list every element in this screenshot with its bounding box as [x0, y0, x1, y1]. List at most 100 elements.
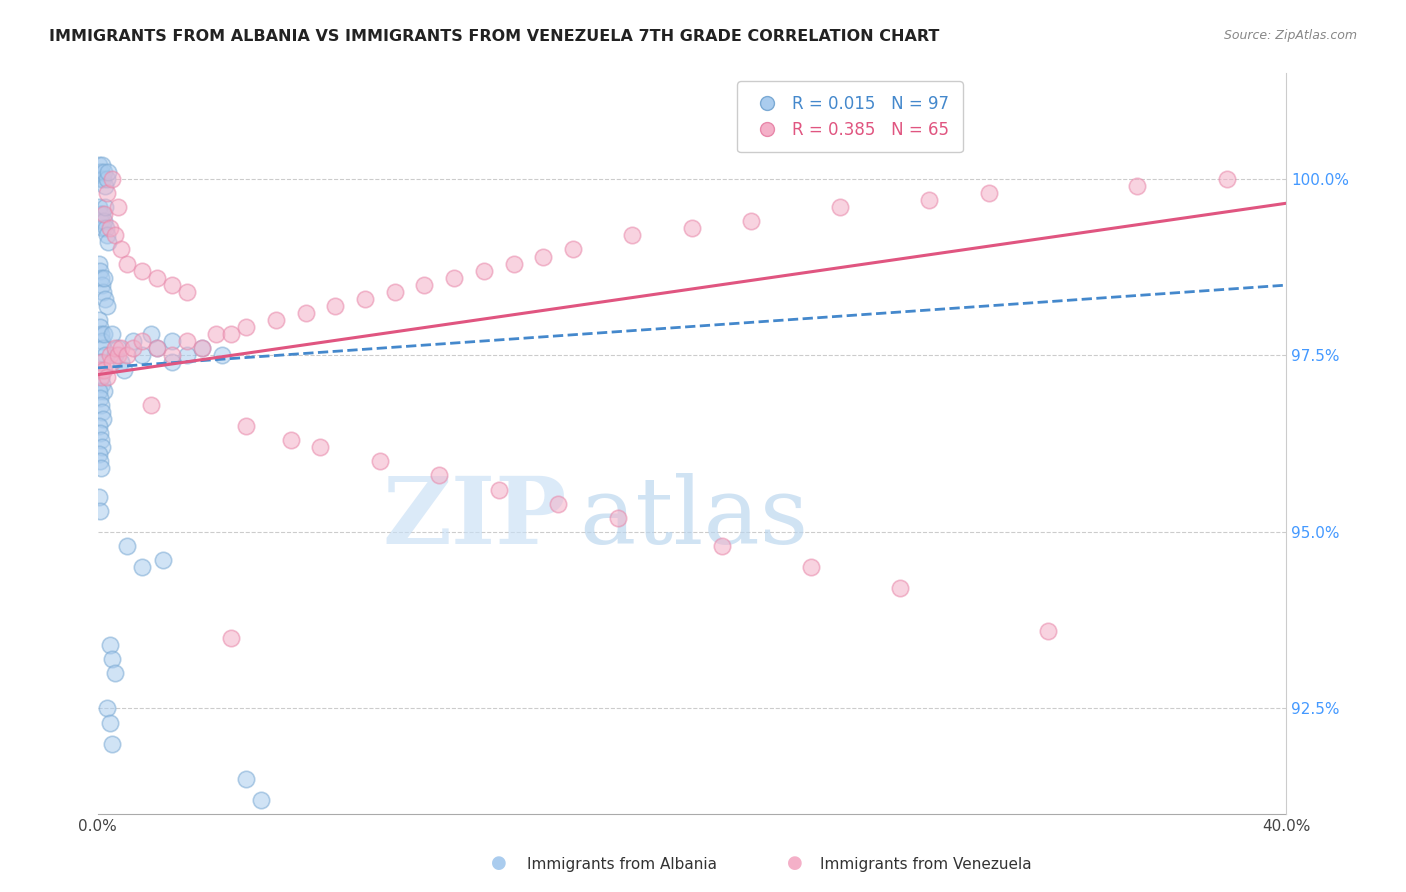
Point: [90, 398, 112, 412]
Point: [93, 214, 115, 228]
Point: [89, 490, 111, 504]
Point: [384, 285, 406, 299]
Point: [122, 334, 145, 349]
Point: [89, 419, 111, 434]
Point: [146, 342, 169, 356]
Point: [131, 348, 153, 362]
Point: [91, 376, 114, 391]
Point: [98, 221, 121, 235]
Point: [101, 355, 124, 369]
Point: [93, 384, 115, 398]
Point: [91, 362, 114, 376]
Point: [221, 327, 243, 342]
Point: [91, 342, 114, 356]
Point: [221, 631, 243, 645]
Text: ZIP: ZIP: [382, 473, 567, 563]
Point: [101, 172, 124, 186]
Point: [131, 560, 153, 574]
Point: [889, 582, 911, 596]
Point: [176, 334, 198, 349]
Point: [90, 214, 112, 228]
Point: [89, 320, 111, 334]
Point: [235, 772, 257, 786]
Point: [368, 454, 391, 468]
Text: ●: ●: [786, 855, 803, 872]
Point: [89, 207, 111, 221]
Point: [117, 348, 139, 362]
Point: [94, 221, 117, 235]
Point: [96, 701, 118, 715]
Point: [107, 348, 129, 362]
Point: [294, 306, 316, 320]
Text: Source: ZipAtlas.com: Source: ZipAtlas.com: [1223, 29, 1357, 42]
Text: Immigrants from Venezuela: Immigrants from Venezuela: [820, 857, 1032, 872]
Point: [90, 369, 112, 384]
Point: [93, 165, 115, 179]
Point: [139, 398, 162, 412]
Point: [710, 539, 733, 553]
Point: [160, 277, 183, 292]
Point: [413, 277, 436, 292]
Point: [90, 172, 112, 186]
Text: ●: ●: [491, 855, 508, 872]
Text: atlas: atlas: [579, 473, 808, 563]
Point: [89, 447, 111, 461]
Point: [94, 292, 117, 306]
Point: [91, 334, 114, 349]
Point: [91, 277, 114, 292]
Point: [107, 342, 129, 356]
Legend: R = 0.015   N = 97, R = 0.385   N = 65: R = 0.015 N = 97, R = 0.385 N = 65: [737, 81, 963, 153]
Point: [443, 270, 465, 285]
Point: [90, 327, 112, 342]
Point: [90, 369, 112, 384]
Point: [112, 362, 135, 376]
Point: [104, 342, 127, 356]
Point: [89, 504, 111, 518]
Point: [309, 440, 332, 454]
Point: [91, 440, 114, 454]
Point: [91, 285, 114, 299]
Point: [96, 172, 118, 186]
Point: [90, 165, 112, 179]
Point: [117, 539, 139, 553]
Point: [830, 200, 852, 214]
Point: [91, 158, 114, 172]
Point: [323, 299, 346, 313]
Point: [96, 186, 118, 200]
Point: [89, 454, 111, 468]
Point: [122, 342, 145, 356]
Point: [131, 334, 153, 349]
Point: [176, 285, 198, 299]
Point: [93, 207, 115, 221]
Point: [94, 178, 117, 193]
Point: [160, 334, 183, 349]
Point: [93, 362, 115, 376]
Point: [97, 235, 120, 250]
Point: [96, 369, 118, 384]
Point: [176, 348, 198, 362]
Point: [97, 165, 120, 179]
Point: [800, 560, 823, 574]
Point: [110, 243, 132, 257]
Point: [621, 228, 644, 243]
Point: [160, 355, 183, 369]
Point: [681, 221, 703, 235]
Point: [104, 348, 127, 362]
Point: [93, 327, 115, 342]
Point: [96, 299, 118, 313]
Point: [89, 165, 111, 179]
Point: [94, 200, 117, 214]
Point: [91, 207, 114, 221]
Point: [740, 214, 762, 228]
Point: [190, 342, 212, 356]
Point: [89, 313, 111, 327]
Point: [117, 257, 139, 271]
Point: [98, 715, 121, 730]
Point: [89, 425, 111, 440]
Point: [606, 510, 628, 524]
Point: [90, 270, 112, 285]
Point: [101, 652, 124, 666]
Point: [562, 243, 585, 257]
Point: [91, 355, 114, 369]
Point: [89, 158, 111, 172]
